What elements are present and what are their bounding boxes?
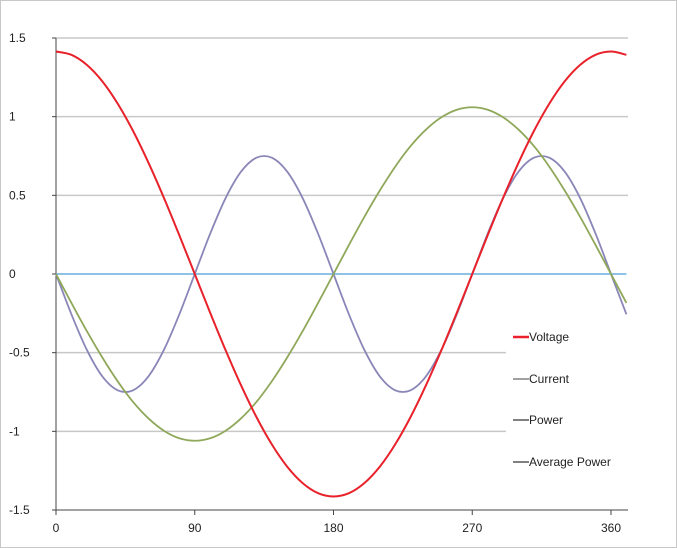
y-tick-label: 0 — [9, 267, 16, 281]
series-line-current — [55, 106, 628, 442]
x-tick-label: 180 — [323, 521, 343, 535]
x-tick-label: 90 — [188, 521, 202, 535]
y-tick-label: 1.5 — [9, 31, 26, 45]
legend-item: Voltage — [513, 330, 569, 344]
x-axis-ticks: 0 90 180 270 360 — [53, 510, 621, 535]
legend-item: Current — [513, 372, 570, 386]
legend: Voltage Current Power Average Power — [513, 330, 611, 469]
x-tick-label: 270 — [462, 521, 482, 535]
y-tick-label: -1 — [9, 424, 20, 438]
x-tick-label: 0 — [53, 521, 60, 535]
legend-item: Average Power — [513, 455, 611, 469]
y-tick-label: 0.5 — [9, 188, 26, 202]
y-tick-label: -0.5 — [9, 346, 30, 360]
gridlines — [56, 37, 628, 433]
legend-label: Average Power — [529, 455, 611, 469]
legend-item: Power — [513, 413, 563, 427]
series-line-voltage — [55, 50, 627, 498]
legend-label: Current — [529, 372, 570, 386]
y-axis-ticks: 1.5 1 0.5 0 -0.5 -1 -1.5 — [9, 31, 56, 517]
y-tick-label: -1.5 — [9, 503, 30, 517]
legend-label: Voltage — [529, 330, 569, 344]
series-line-power — [55, 155, 628, 393]
series-lines — [55, 50, 628, 498]
legend-label: Power — [529, 413, 563, 427]
x-tick-label: 360 — [601, 521, 621, 535]
y-tick-label: 1 — [9, 110, 16, 124]
